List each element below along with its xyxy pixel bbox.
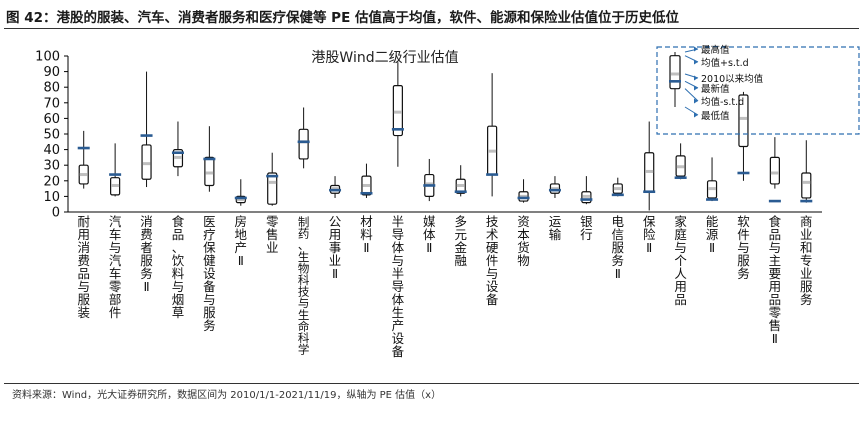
x-axis-labels: 耐用消费品与服装 汽车与汽车零部件 消费者服务 Ⅱ 食品、饮料与烟草 医疗保健设备与服务 房… <box>77 214 813 359</box>
legend-label: 最低值 <box>701 110 730 122</box>
x-tick-label: 多元金融 <box>454 214 467 268</box>
x-tick-label: 制药、生物科技与生命科学 <box>298 215 310 357</box>
box-item <box>266 152 279 206</box>
legend-arrowhead <box>694 112 698 118</box>
box-body <box>204 156 215 187</box>
figure-title: 图 42：港股的服装、汽车、消费者服务和医疗保健等 PE 估值高于均值，软件、能… <box>6 10 680 26</box>
x-tick-label: 消费者服务 Ⅱ <box>140 214 153 294</box>
box-item <box>486 73 499 197</box>
x-tick-label: 半导体与半导体生产设备 <box>392 214 405 359</box>
box-body <box>801 172 812 199</box>
legend-label: 2010以来均值 <box>701 73 764 85</box>
box-item <box>423 158 436 202</box>
legend-arrow <box>684 88 699 102</box>
x-tick-label: 商业和专业服务 <box>800 214 813 307</box>
x-tick-label: 能源 Ⅱ <box>706 214 719 255</box>
box-item <box>329 176 342 198</box>
y-tick-label: 20 <box>43 174 60 189</box>
box-item <box>454 165 467 197</box>
chart-title: 港股Wind二级行业估值 <box>311 50 458 66</box>
box-body <box>298 128 309 160</box>
box-item <box>77 130 90 189</box>
y-tick-label: 0 <box>52 206 60 221</box>
x-tick-label: 银行 <box>580 214 593 242</box>
legend-item: 均值-s.t.d <box>684 88 744 108</box>
legend-arrowhead <box>694 98 698 104</box>
x-tick-label: 食品与主要用品零售 Ⅱ <box>769 214 782 346</box>
top-rule <box>4 28 859 29</box>
bottom-rule <box>4 383 859 384</box>
source-note: 资料来源：Wind，光大证券研究所，数据区间为 2010/1/1-2021/11… <box>12 390 442 401</box>
legend-arrowhead <box>694 85 698 91</box>
box-item <box>203 126 216 192</box>
box-body <box>769 156 780 185</box>
legend-arrowhead <box>694 75 698 81</box>
box-item <box>109 143 122 197</box>
y-tick-label: 10 <box>43 190 60 205</box>
legend-box <box>656 46 860 135</box>
x-tick-label: 保险 Ⅱ <box>643 214 656 255</box>
box-item <box>580 176 593 205</box>
box-item <box>360 163 373 198</box>
x-tick-label: 公用事业 Ⅱ <box>329 214 342 281</box>
y-tick-label: 90 <box>43 65 60 80</box>
box-item <box>140 71 153 188</box>
x-tick-label: 汽车与汽车零部件 <box>109 214 122 320</box>
legend-box-body <box>669 55 681 90</box>
box-item <box>548 176 561 198</box>
y-tick-label: 50 <box>43 128 60 143</box>
x-tick-label: 房地产 Ⅱ <box>235 214 248 268</box>
x-tick-label: 软件与服务 <box>737 214 750 281</box>
box-body <box>141 144 152 180</box>
box-item <box>800 140 813 203</box>
legend-item: 最高值 <box>684 44 730 56</box>
x-tick-label: 零售业 <box>266 214 279 255</box>
legend-item: 均值+s.t.d <box>684 55 749 69</box>
box-body <box>392 85 403 137</box>
box-item <box>171 121 184 177</box>
box-item <box>611 177 624 197</box>
legend-arrowhead <box>694 59 698 65</box>
legend-label: 均值+s.t.d <box>701 57 749 69</box>
legend-label: 最新值 <box>701 83 730 95</box>
box-item <box>517 179 530 203</box>
box-item <box>674 143 687 180</box>
x-tick-label: 运输 <box>549 214 562 242</box>
box-item <box>706 157 719 202</box>
x-tick-label: 食品、饮料与烟草 <box>172 214 185 320</box>
x-tick-label: 技术硬件与设备 <box>486 214 499 307</box>
box-item <box>391 62 404 167</box>
x-tick-label: 医疗保健设备与服务 <box>203 214 216 333</box>
y-tick-label: 40 <box>43 143 60 158</box>
box-item <box>768 137 781 203</box>
legend-item: 最新值 <box>684 80 730 95</box>
legend-arrowhead <box>694 46 698 52</box>
legend-item: 最低值 <box>684 106 730 122</box>
box-body <box>267 172 278 205</box>
box-item <box>737 91 750 181</box>
legend-sample-box <box>669 52 681 107</box>
legend-label: 最高值 <box>701 44 730 56</box>
x-tick-label: 媒体 Ⅱ <box>423 214 436 255</box>
box-item <box>297 107 310 169</box>
x-tick-label: 资本货物 <box>517 214 530 268</box>
x-tick-label: 耐用消费品与服装 <box>77 214 90 320</box>
y-tick-label: 30 <box>43 159 60 174</box>
y-tick-label: 80 <box>43 81 60 96</box>
y-tick-label: 70 <box>43 96 60 111</box>
box-item <box>234 179 247 206</box>
x-tick-label: 材料 Ⅱ <box>360 214 373 255</box>
legend-item: 2010以来均值 <box>684 73 764 85</box>
legend-label: 均值-s.t.d <box>701 96 744 108</box>
x-tick-label: 家庭与个人用品 <box>674 214 687 307</box>
y-tick-label: 60 <box>43 112 60 127</box>
box-series <box>77 62 813 211</box>
x-tick-label: 电信服务 Ⅱ <box>612 214 625 281</box>
y-tick-label: 100 <box>35 50 60 65</box>
box-item <box>643 121 656 211</box>
